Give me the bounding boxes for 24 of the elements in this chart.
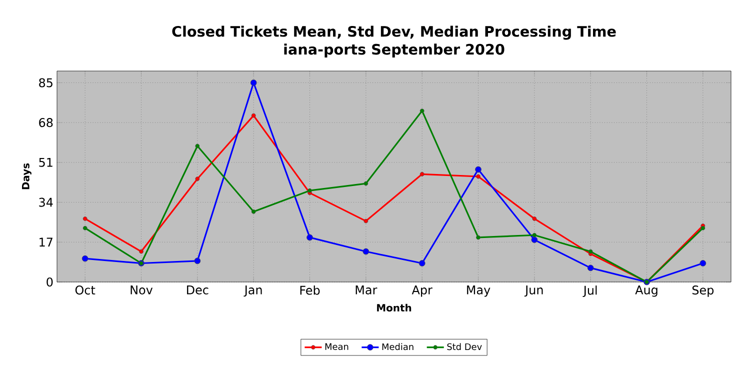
x-tick-label: Jul (582, 286, 597, 297)
x-tick-label: Aug (635, 286, 658, 297)
x-tick-label: Apr (412, 286, 432, 297)
x-tick-label: Feb (300, 286, 320, 295)
x-tick-label: May (467, 286, 490, 297)
chart-title: Closed Tickets Mean, Std Dev, Median Processing Time iana-ports September 2020 (172, 26, 616, 58)
x-tick-label: Jun (524, 286, 543, 297)
y-tick-label: 85 (39, 78, 52, 88)
y-tick-label: 51 (39, 158, 52, 167)
y-tick-label: 34 (39, 198, 53, 207)
legend-label: Median (382, 343, 414, 350)
y-tick-label: 68 (39, 118, 53, 128)
legend-label: Mean (325, 343, 348, 350)
x-tick-label: Oct (75, 286, 96, 295)
y-axis-title: Days (22, 163, 32, 190)
x-tick-label: Dec (187, 286, 208, 294)
x-tick-label: Sep (692, 286, 714, 297)
y-tick-label: 0 (46, 277, 53, 287)
legend-label: Std Dev (447, 343, 482, 350)
y-tick-label: 17 (40, 238, 52, 247)
x-tick-label: Mar (356, 286, 378, 294)
x-tick-label: Jan (244, 286, 262, 297)
x-tick-label: Nov (130, 286, 153, 294)
x-axis-title: Month (377, 304, 412, 312)
